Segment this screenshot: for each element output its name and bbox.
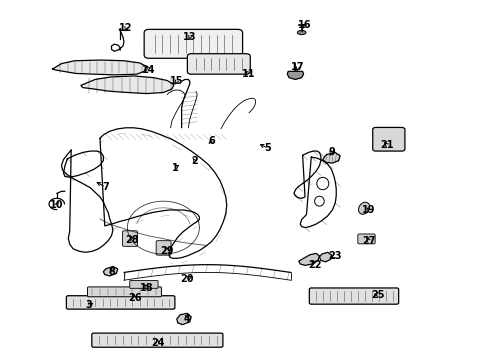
Text: 4: 4 bbox=[184, 314, 191, 324]
FancyBboxPatch shape bbox=[373, 127, 405, 151]
Text: 12: 12 bbox=[119, 23, 133, 33]
Polygon shape bbox=[319, 252, 331, 262]
Polygon shape bbox=[52, 60, 147, 75]
Text: 18: 18 bbox=[140, 283, 153, 293]
Text: 23: 23 bbox=[328, 251, 342, 261]
Text: 21: 21 bbox=[380, 140, 393, 150]
Text: 19: 19 bbox=[362, 205, 376, 215]
Text: 20: 20 bbox=[181, 274, 194, 284]
Text: 28: 28 bbox=[125, 235, 139, 245]
Polygon shape bbox=[81, 76, 174, 94]
Ellipse shape bbox=[297, 30, 306, 35]
Polygon shape bbox=[299, 253, 319, 265]
Text: 15: 15 bbox=[170, 76, 184, 86]
Ellipse shape bbox=[315, 196, 324, 206]
Text: 2: 2 bbox=[191, 156, 198, 166]
FancyBboxPatch shape bbox=[358, 234, 375, 244]
Text: 8: 8 bbox=[108, 267, 115, 277]
FancyBboxPatch shape bbox=[187, 54, 250, 74]
Text: 24: 24 bbox=[151, 338, 164, 348]
Text: 27: 27 bbox=[362, 236, 376, 246]
FancyBboxPatch shape bbox=[130, 280, 158, 288]
FancyBboxPatch shape bbox=[144, 30, 243, 58]
Text: 13: 13 bbox=[183, 32, 196, 42]
FancyBboxPatch shape bbox=[66, 296, 175, 309]
Text: 3: 3 bbox=[86, 300, 92, 310]
Text: 7: 7 bbox=[102, 182, 109, 192]
FancyBboxPatch shape bbox=[156, 241, 171, 255]
Ellipse shape bbox=[317, 177, 329, 190]
Text: 10: 10 bbox=[50, 200, 64, 210]
Text: 29: 29 bbox=[160, 246, 174, 256]
FancyBboxPatch shape bbox=[88, 287, 161, 297]
Polygon shape bbox=[103, 266, 118, 276]
Text: 9: 9 bbox=[328, 147, 335, 157]
Text: 16: 16 bbox=[298, 20, 312, 30]
Text: 5: 5 bbox=[265, 143, 271, 153]
Text: 14: 14 bbox=[142, 65, 156, 75]
FancyBboxPatch shape bbox=[309, 288, 399, 304]
Text: 6: 6 bbox=[208, 136, 215, 146]
Ellipse shape bbox=[359, 202, 369, 214]
Text: 26: 26 bbox=[128, 293, 141, 303]
Text: 25: 25 bbox=[372, 290, 385, 300]
FancyBboxPatch shape bbox=[92, 333, 223, 347]
FancyBboxPatch shape bbox=[122, 231, 137, 246]
Text: 22: 22 bbox=[308, 260, 321, 270]
Polygon shape bbox=[287, 71, 304, 80]
Polygon shape bbox=[323, 153, 340, 163]
Polygon shape bbox=[177, 313, 191, 325]
Text: 17: 17 bbox=[291, 62, 305, 72]
Text: 11: 11 bbox=[242, 69, 256, 79]
Text: 1: 1 bbox=[172, 163, 179, 173]
